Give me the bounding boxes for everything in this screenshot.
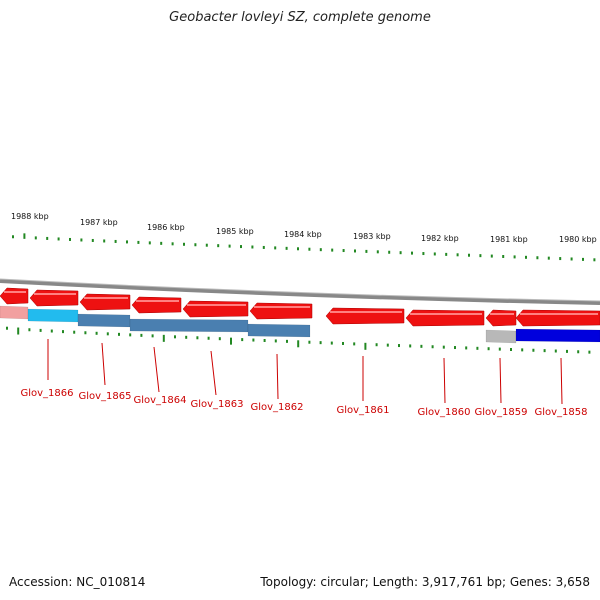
- cog-segment: [27, 308, 79, 323]
- kbp-label: 1985 kbp: [216, 227, 254, 236]
- lower-scale-ticks: [6, 326, 591, 354]
- cog-segment: [77, 313, 131, 328]
- gene-pointer-lines: [47, 339, 563, 405]
- gene-label: Glov_1864: [133, 395, 186, 406]
- gene-arrow: [405, 309, 485, 327]
- gene-arrow: [325, 307, 405, 325]
- cog-track: [0, 305, 600, 344]
- scale-ticks: [12, 233, 596, 262]
- gene-label: Glov_1863: [190, 399, 243, 410]
- gene-arrow: [182, 300, 249, 318]
- gene-pointer-line: [276, 353, 279, 400]
- gene-pointer-line: [101, 342, 106, 386]
- gene-label: Glov_1861: [336, 405, 389, 416]
- gene-arrow: [29, 289, 79, 307]
- gene-arrow: [485, 309, 517, 327]
- genome-summary: Topology: circular; Length: 3,917,761 bp…: [260, 575, 590, 589]
- gene-pointer-line: [210, 350, 217, 396]
- gene-label: Glov_1866: [20, 388, 73, 399]
- gene-arrow: [515, 309, 600, 327]
- cog-segment: [129, 318, 249, 333]
- genome-backbone: [0, 278, 600, 305]
- gene-arrow: [0, 287, 29, 305]
- cog-segment: [247, 323, 311, 338]
- gene-label: Glov_1859: [474, 407, 527, 418]
- kbp-label: 1986 kbp: [147, 223, 185, 232]
- kbp-scale-labels: 1988 kbp 1987 kbp 1986 kbp 1985 kbp 1984 kbp…: [11, 212, 597, 244]
- kbp-label: 1988 kbp: [11, 212, 49, 221]
- kbp-label: 1984 kbp: [284, 230, 322, 239]
- gene-label: Glov_1862: [250, 402, 303, 413]
- gene-pointer-line: [443, 357, 446, 404]
- gene-arrow: [249, 302, 313, 320]
- cog-segment: [0, 305, 29, 320]
- kbp-label: 1987 kbp: [80, 218, 118, 227]
- map-title: Geobacter lovleyi SZ, complete genome: [169, 10, 431, 25]
- gene-pointer-line: [153, 346, 160, 393]
- gene-arrow: [79, 293, 131, 311]
- gene-label: Glov_1858: [534, 407, 587, 418]
- gene-arrow: [131, 296, 182, 314]
- gene-label: Glov_1865: [78, 391, 131, 402]
- kbp-label: 1980 kbp: [559, 235, 597, 244]
- gene-pointer-line: [499, 357, 502, 404]
- kbp-label: 1983 kbp: [353, 232, 391, 241]
- cog-segment: [485, 329, 517, 344]
- kbp-label: 1981 kbp: [490, 235, 528, 244]
- gene-labels: Glov_1866 Glov_1865 Glov_1864 Glov_1863 Glov…: [20, 388, 587, 418]
- cog-segment: [515, 328, 600, 343]
- gene-label: Glov_1860: [417, 407, 470, 418]
- accession-text: Accession: NC_010814: [9, 575, 146, 589]
- kbp-label: 1982 kbp: [421, 234, 459, 243]
- gene-pointer-line: [560, 357, 563, 405]
- gene-arrows: [0, 287, 600, 327]
